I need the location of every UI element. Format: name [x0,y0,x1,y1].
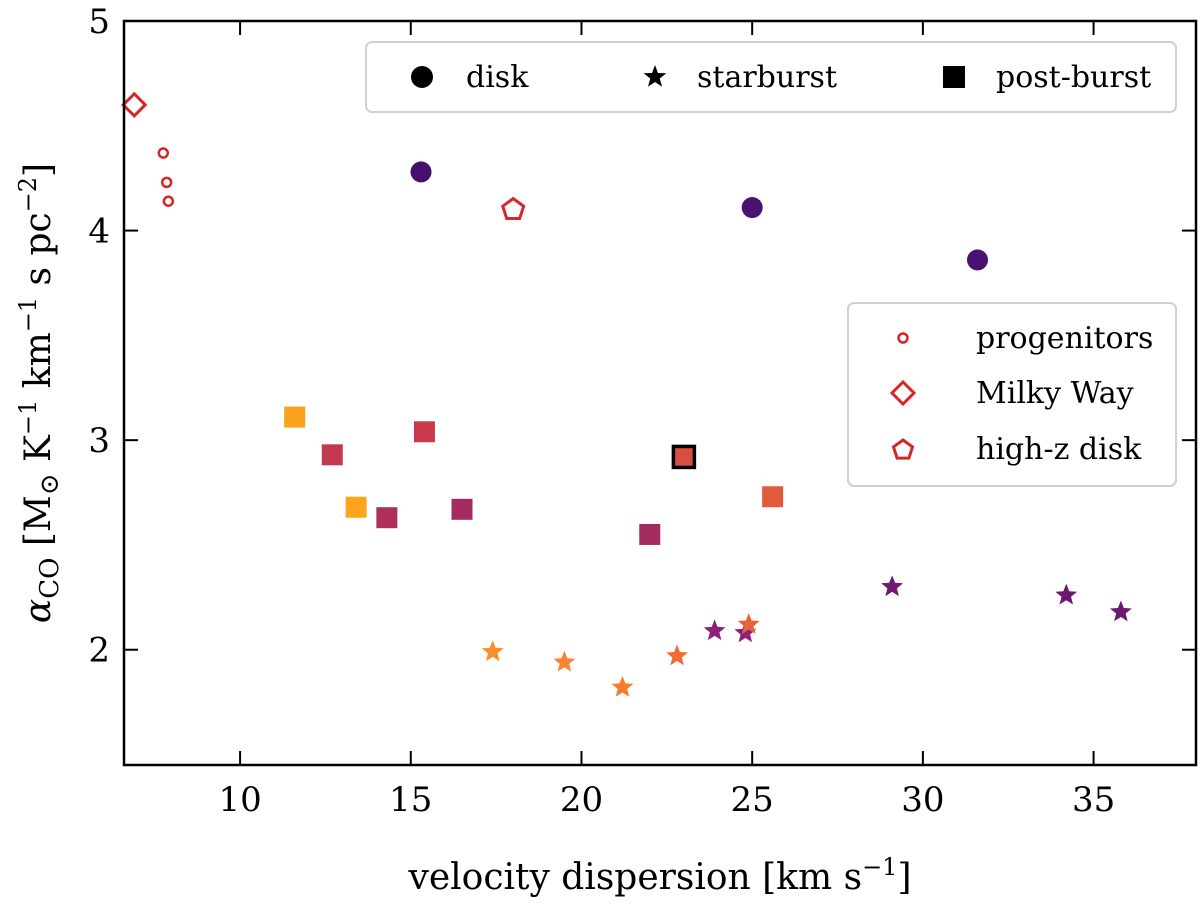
post-burst-point [284,406,306,428]
starburst-point [1109,600,1132,622]
post-burst-point [345,496,367,518]
legend-diamond-icon [889,379,917,407]
post-burst-point [321,444,343,466]
x-tick-label: 20 [560,780,603,820]
legend-high-z-disk-label: high-z disk [976,432,1142,467]
x-tick-label: 15 [389,780,432,820]
legend-post-burst-label: post-burst [996,60,1151,95]
legend-progenitor-ring-icon [897,332,909,344]
post-burst-point [413,421,435,443]
legend-star-icon [643,65,667,87]
post-burst-point [376,507,398,529]
legend-starburst-label: starburst [697,60,837,95]
post-burst-point [639,523,661,545]
x-tick-label: 25 [731,780,774,820]
progenitor-point [157,147,170,159]
starburst-point [703,619,726,641]
y-tick-label: 3 [88,421,110,461]
post-burst-point [671,444,697,470]
legend-circle-icon [411,66,433,88]
starburst-point [734,621,757,643]
high-z-disk-point [500,196,526,221]
x-axis-title: velocity dispersion [km s−1] [408,853,912,898]
starburst-point [611,675,634,697]
ticks-layer: 10 15 20 25 30 35 2 3 4 5 [88,2,1196,820]
legend-pentagon-icon [891,438,915,460]
y-tick-label: 5 [88,2,110,42]
legend-right-box [847,302,1177,487]
milky-way-point [121,91,148,118]
legend-square-icon [943,66,965,88]
legend-right: progenitors Milky Way high-z disk [847,302,1177,487]
plot-frame [122,19,1198,767]
points-layer [121,91,1132,697]
disk-point [741,197,763,219]
progenitor-point [160,176,173,189]
legend-top-box [365,41,1177,113]
progenitor-point [162,195,175,207]
x-tick-label: 35 [1072,780,1115,820]
disk-point [410,161,432,183]
y-axis-title: αCO [M⊙ K−1 km−1 s pc−2] [14,163,65,623]
starburst-point [553,650,576,672]
legend-milky-way-label: Milky Way [976,376,1134,411]
legend-progenitors-label: progenitors [976,321,1153,356]
starburst-point [481,640,504,662]
post-burst-point [451,498,473,520]
starburst-point [666,644,689,666]
y-tick-label: 2 [88,631,110,671]
starburst-point [1055,583,1078,605]
y-tick-label: 4 [88,212,110,252]
starburst-point [881,575,904,597]
starburst-point [737,613,760,634]
disk-point [967,249,989,271]
legend-disk-label: disk [466,60,529,95]
x-tick-label: 30 [901,780,944,820]
legend-top: disk starburst post-burst [365,41,1177,113]
x-tick-label: 10 [218,780,261,820]
post-burst-point [762,486,784,508]
